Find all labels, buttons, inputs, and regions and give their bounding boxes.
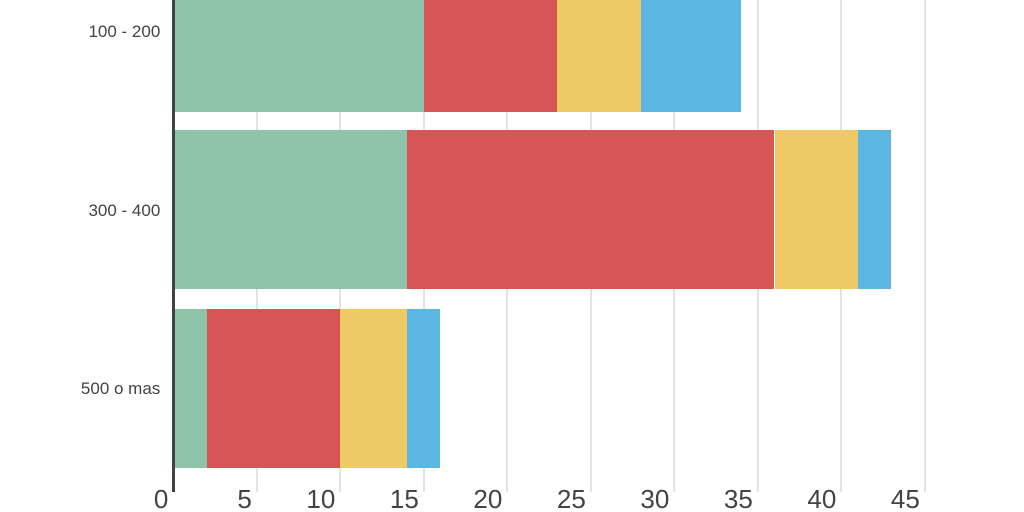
x-tick-label-35: 35 [723,484,753,512]
bar-segment-blue-row0[interactable] [640,0,742,112]
x-tick-label-45: 45 [890,484,920,512]
bar-segment-red-row0[interactable] [423,0,558,112]
y-axis-baseline [171,0,175,492]
bar-segment-red-row2[interactable] [206,308,341,468]
x-tick-label-10: 10 [306,484,336,512]
x-tick-label-5: 5 [237,484,252,512]
bar-segment-blue-row2[interactable] [407,308,441,468]
gridline-x-45 [923,0,926,492]
bar-segment-green-row2[interactable] [173,308,207,468]
bar-segment-yellow-row2[interactable] [340,308,408,468]
bar-segment-yellow-row0[interactable] [557,0,641,112]
x-tick-label-0: 0 [153,484,169,512]
category-label-1: 300 - 400 [88,200,161,220]
bar-segment-yellow-row1[interactable] [774,130,858,289]
x-tick-label-15: 15 [389,484,419,512]
bar-segment-green-row0[interactable] [173,0,424,112]
x-tick-label-20: 20 [473,484,503,512]
x-tick-label-25: 25 [556,484,586,512]
x-tick-label-40: 40 [807,484,837,512]
bar-segment-green-row1[interactable] [173,130,408,289]
category-label-0: 100 - 200 [88,22,161,41]
bar-segment-blue-row1[interactable] [858,130,892,289]
bar-segment-red-row1[interactable] [407,130,775,289]
x-tick-label-30: 30 [640,484,670,512]
category-label-2: 500 o mas [80,378,161,398]
